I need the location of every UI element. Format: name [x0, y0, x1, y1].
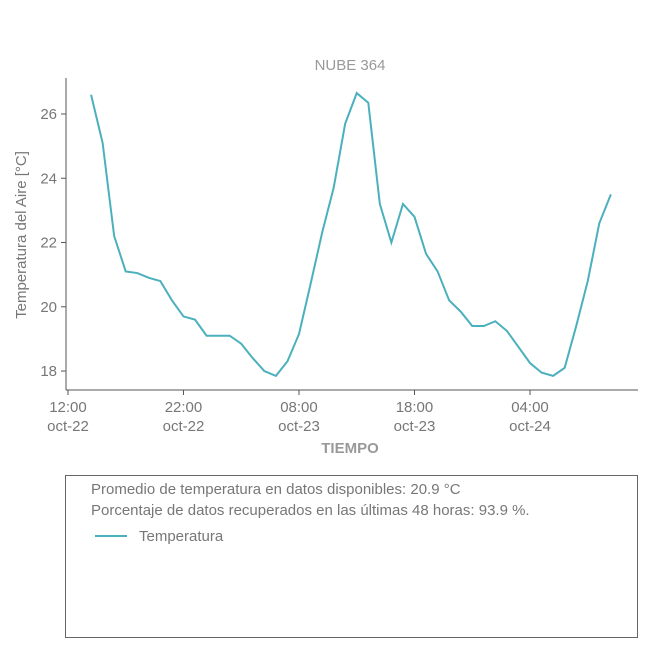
- x-tick-label: oct-22: [47, 418, 89, 435]
- annotation: Porcentaje de datos recuperados en las ú…: [91, 502, 530, 519]
- y-tick-label: 20: [40, 299, 57, 316]
- x-tick-label: 22:00: [165, 399, 203, 416]
- x-tick-label: 12:00: [49, 399, 87, 416]
- x-axis-label: TIEMPO: [321, 440, 379, 457]
- y-tick-label: 24: [40, 170, 57, 187]
- x-tick-label: oct-24: [509, 418, 551, 435]
- annotation: Promedio de temperatura en datos disponi…: [91, 481, 461, 498]
- legend-label: Temperatura: [139, 528, 224, 545]
- x-tick-label: 08:00: [280, 399, 318, 416]
- x-tick-label: oct-22: [163, 418, 205, 435]
- x-tick-label: 04:00: [511, 399, 549, 416]
- y-tick-label: 26: [40, 106, 57, 123]
- line: [90, 91, 612, 378]
- y-tick-label: 22: [40, 235, 57, 252]
- x-tick-label: 18:00: [396, 399, 434, 416]
- x-tick-label: oct-23: [278, 418, 320, 435]
- y-axis-label: Temperatura del Aire [°C]: [13, 151, 30, 319]
- chart-title: NUBE 364: [315, 57, 386, 74]
- x-tick-label: oct-23: [394, 418, 436, 435]
- y-tick-label: 18: [40, 363, 57, 380]
- legend-box: [65, 475, 638, 638]
